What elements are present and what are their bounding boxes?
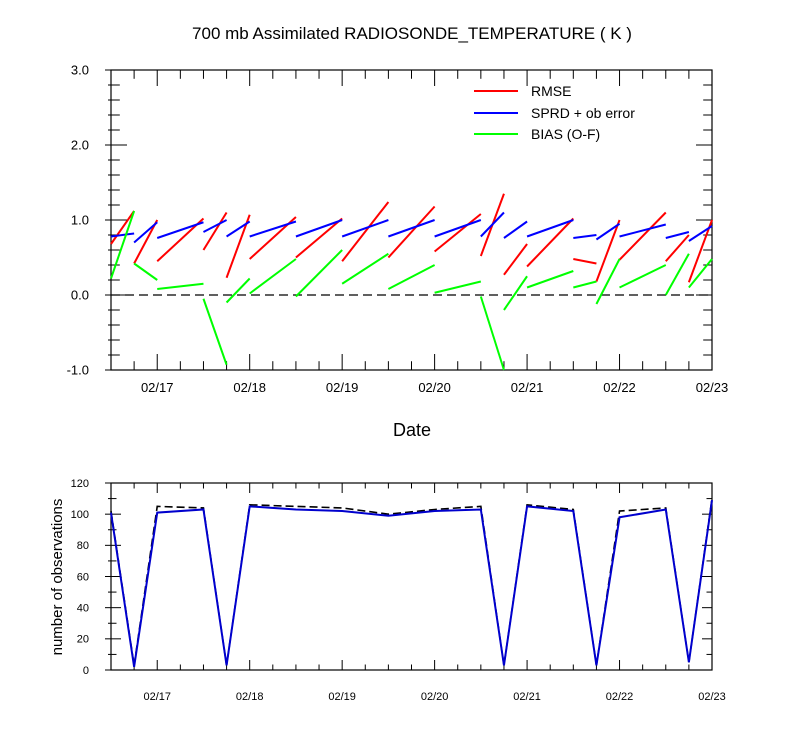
bottom-y-tick-label: 0 [83, 665, 89, 677]
bottom-y-tick-label: 60 [77, 571, 89, 583]
bottom-y-tick-label: 40 [77, 603, 89, 615]
bottom-x-tick-label: 02/19 [328, 691, 356, 703]
line-rmse-segment [433, 213, 482, 253]
line-rmse-segment [526, 217, 575, 268]
top-x-tick-label: 02/20 [418, 380, 451, 395]
line-sprd-segment [665, 231, 690, 239]
line-sprd-segment [526, 219, 574, 238]
line-bias-segment [619, 264, 667, 289]
top-x-tick-label: 02/21 [511, 380, 544, 395]
top-y-tick-label: 2.0 [71, 138, 89, 153]
line-sprd-segment [249, 220, 297, 238]
line-bias-segment [341, 252, 389, 285]
line-bias-segment [526, 270, 574, 289]
line-sprd-segment [295, 219, 343, 238]
line-rmse-segment [573, 258, 597, 265]
line-bias-segment [110, 210, 136, 279]
bottom-y-tick-label: 80 [77, 540, 89, 552]
bottom-x-tick-label: 02/21 [513, 691, 541, 703]
top-y-tick-label: 0.0 [71, 288, 89, 303]
line-sprd-segment [203, 219, 228, 233]
bottom-x-tick-label: 02/17 [143, 691, 171, 703]
line-sprd-segment [434, 219, 482, 238]
line-sprd-segment [619, 223, 667, 238]
top-x-tick-label: 02/22 [603, 380, 636, 395]
top-x-tick-label: 02/18 [233, 380, 266, 395]
line-sprd-segment [503, 220, 528, 239]
observations-dashed-line [110, 498, 713, 666]
bottom-y-tick-label: 120 [71, 478, 89, 490]
line-bias-segment [295, 249, 343, 298]
line-rmse-segment [687, 219, 713, 283]
x-axis-label: Date [393, 420, 431, 440]
legend-label-rmse: RMSE [531, 83, 571, 99]
line-rmse-segment [503, 243, 528, 276]
y-axis-label-observations: number of observations [49, 499, 66, 656]
line-sprd-segment [595, 222, 621, 241]
top-y-tick-label: -1.0 [67, 363, 89, 378]
legend-label-bias: BIAS (O-F) [531, 126, 600, 142]
bottom-x-tick-label: 02/20 [421, 691, 449, 703]
bottom-x-tick-label: 02/18 [236, 691, 264, 703]
bottom-x-tick-label: 02/23 [698, 691, 726, 703]
bottom-y-tick-label: 100 [71, 509, 89, 521]
bottom-y-tick-label: 20 [77, 634, 89, 646]
line-rmse-segment [595, 219, 621, 282]
line-rmse-segment [665, 234, 690, 262]
line-sprd-segment [480, 211, 505, 238]
line-sprd-segment [110, 232, 135, 238]
line-rmse-segment [387, 205, 436, 259]
line-bias-segment [133, 262, 158, 281]
observations-solid-line [110, 500, 713, 668]
top-x-tick-label: 02/23 [696, 380, 729, 395]
line-rmse-segment [110, 210, 135, 245]
line-sprd-segment [226, 220, 251, 238]
top-x-tick-label: 02/17 [141, 380, 174, 395]
line-sprd-segment [341, 219, 389, 238]
line-bias-segment [664, 253, 690, 296]
line-bias-segment [225, 277, 251, 304]
line-sprd-segment [133, 221, 158, 244]
line-rmse-segment [295, 217, 343, 259]
line-sprd-segment [688, 225, 713, 242]
line-sprd-segment [573, 234, 597, 239]
line-sprd-segment [388, 219, 435, 238]
top-y-tick-label: 1.0 [71, 213, 89, 228]
line-rmse-segment [225, 214, 251, 279]
line-sprd-segment [156, 221, 204, 239]
line-bias-segment [202, 298, 228, 366]
line-bias-segment [249, 258, 297, 295]
line-rmse-segment [618, 211, 667, 261]
chart-title: 700 mb Assimilated RADIOSONDE_TEMPERATUR… [192, 24, 632, 43]
line-rmse-segment [202, 211, 228, 251]
line-rmse-segment [341, 201, 390, 262]
line-bias-segment [479, 296, 505, 371]
line-bias-segment [573, 280, 597, 289]
legend-label-sprd: SPRD + ob error [531, 105, 635, 121]
chart-marks: 02/17 02/18 02/19 02/20 02/21 02/22 02/23 -1.0 0… [67, 63, 729, 703]
line-bias-segment [595, 258, 621, 305]
top-x-tick-label: 02/19 [326, 380, 359, 395]
line-bias-segment [688, 258, 713, 289]
top-y-tick-label: 3.0 [71, 63, 89, 78]
line-bias-segment [157, 282, 204, 290]
legend: RMSE SPRD + ob error BIAS (O-F) [474, 83, 635, 142]
line-bias-segment [387, 264, 436, 290]
bottom-x-tick-label: 02/22 [606, 691, 634, 703]
line-bias-segment [503, 275, 528, 311]
line-rmse-segment [133, 219, 159, 264]
line-bias-segment [434, 280, 482, 294]
